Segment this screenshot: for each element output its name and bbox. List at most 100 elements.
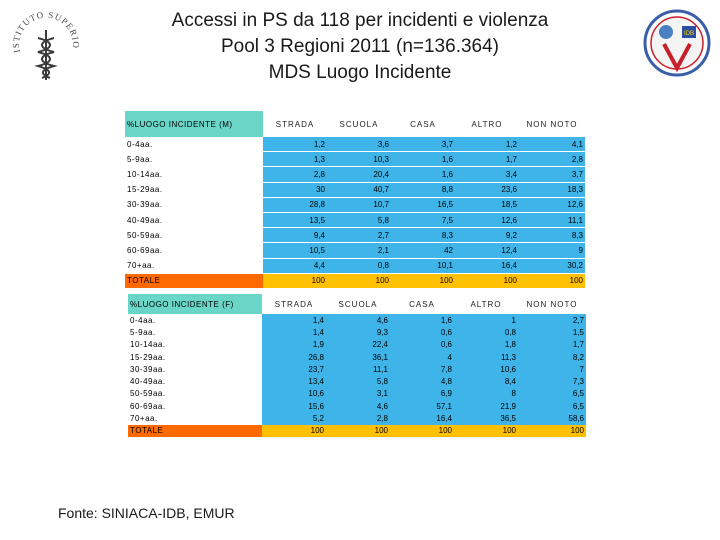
col-header: CASA (390, 294, 454, 314)
table-cell: 2,7 (327, 227, 391, 244)
table-row: 0-4aa. 1,4 4,6 1,6 1 2,7 (128, 314, 586, 327)
table-cell: 100 (262, 424, 326, 437)
row-label: 50-59aa. (128, 387, 262, 401)
table-cell: 5,2 (262, 412, 326, 425)
row-label: 5-9aa. (128, 326, 262, 339)
table-female-header-row: %LUOGO INCIDENTE (F) STRADA SCUOLA CASA … (128, 294, 586, 314)
iss-logo: ISTITUTO SUPERIORE DI SANITÀ (6, 8, 80, 80)
table-cell: 1,8 (454, 338, 518, 351)
table-cell: 0,6 (390, 338, 454, 351)
row-label: 70+aa. (128, 412, 262, 425)
table-row: 15-29aa. 30 40,7 8,8 23,6 18,3 (125, 182, 585, 198)
table-cell: 1,9 (262, 338, 326, 351)
row-label: 15-29aa. (128, 350, 262, 364)
table-cell: 100 (390, 424, 454, 437)
title-line-1: Accessi in PS da 118 per incidenti e vio… (171, 10, 549, 31)
table-cell: 3,7 (519, 166, 585, 183)
col-header: STRADA (262, 294, 326, 314)
row-label: 60-69aa. (128, 400, 262, 413)
col-header: SCUOLA (326, 294, 390, 314)
title-line-2: Pool 3 Regioni 2011 (n=136.364) (221, 36, 499, 57)
row-label: 50-59aa. (125, 227, 263, 244)
table-cell: 9 (519, 242, 585, 259)
table-row: 0-4aa. 1,2 3,6 3,7 1,2 4,1 (125, 137, 585, 153)
table-cell: 12,4 (455, 242, 519, 259)
table-male-header-row: %LUOGO INCIDENTE (M) STRADA SCUOLA CASA … (125, 111, 585, 137)
idb-logo: IDB (643, 9, 711, 77)
table-cell: 15,6 (262, 400, 326, 413)
table-cell: 10,7 (327, 197, 391, 213)
table-cell: 0,8 (327, 258, 391, 274)
table-cell: 13,4 (262, 375, 326, 388)
table-row: 60-69aa. 10,5 2,1 42 12,4 9 (125, 242, 585, 259)
row-label: 30-39aa. (128, 363, 262, 376)
row-label: 15-29aa. (125, 182, 263, 198)
table-row: 30-39aa. 28,8 10,7 16,5 18,5 12,6 (125, 197, 585, 213)
table-row: 30-39aa. 23,7 11,1 7,8 10,6 7 (128, 363, 586, 376)
row-label: TOTALE (128, 424, 262, 437)
table-cell: 7,8 (390, 363, 454, 376)
table-cell: 4,6 (326, 314, 390, 327)
col-header: ALTRO (454, 294, 518, 314)
table-cell: 2,7 (518, 314, 586, 327)
table-cell: 3,1 (326, 387, 390, 401)
table-cell: 100 (519, 273, 585, 289)
table-cell: 21,9 (454, 400, 518, 413)
table-cell: 8,3 (519, 227, 585, 244)
table-cell: 1,7 (455, 151, 519, 168)
table-cell: 0,6 (390, 326, 454, 339)
table-row: 5-9aa. 1,4 9,3 0,6 0,8 1,5 (128, 326, 586, 339)
idb-logo-text: IDB (684, 31, 694, 37)
table-row: 60-69aa. 15,6 4,6 57,1 21,9 6,5 (128, 400, 586, 413)
table-cell: 23,7 (262, 363, 326, 376)
table-cell: 40,7 (327, 182, 391, 198)
table-cell: 100 (454, 424, 518, 437)
table-cell: 26,8 (262, 350, 326, 364)
table-row: 5-9aa. 1,3 10,3 1,6 1,7 2,8 (125, 151, 585, 168)
table-cell: 13,5 (263, 212, 327, 229)
table-cell: 16,4 (455, 258, 519, 274)
table-cell: 18,3 (519, 182, 585, 198)
row-label: 0-4aa. (128, 314, 262, 327)
table-cell: 3,7 (391, 137, 455, 153)
table-cell: 6,9 (390, 387, 454, 401)
table-cell: 1,5 (518, 326, 586, 339)
table-cell: 22,4 (326, 338, 390, 351)
table-cell: 100 (327, 273, 391, 289)
table-row: 70+aa. 4,4 0,8 10,1 16,4 30,2 (125, 258, 585, 274)
table-male: %LUOGO INCIDENTE (M) STRADA SCUOLA CASA … (125, 111, 585, 289)
table-row: 50-59aa. 10,6 3,1 6,9 8 6,5 (128, 387, 586, 401)
table-cell: 0,8 (454, 326, 518, 339)
table-cell: 4,8 (390, 375, 454, 388)
row-label: 40-49aa. (128, 375, 262, 388)
table-female: %LUOGO INCIDENTE (F) STRADA SCUOLA CASA … (128, 294, 586, 437)
table-cell: 9,4 (263, 227, 327, 244)
table-cell: 1,4 (262, 326, 326, 339)
table-cell: 100 (518, 424, 586, 437)
table-cell: 100 (455, 273, 519, 289)
table-cell: 36,1 (326, 350, 390, 364)
table-cell: 4,6 (326, 400, 390, 413)
col-header: SCUOLA (327, 111, 391, 137)
row-label: 30-39aa. (125, 197, 263, 213)
row-label: 70+aa. (125, 258, 263, 274)
table-cell: 57,1 (390, 400, 454, 413)
table-female-title: %LUOGO INCIDENTE (F) (128, 294, 262, 314)
table-cell: 1,6 (391, 166, 455, 183)
col-header: STRADA (263, 111, 327, 137)
table-cell: 2,8 (326, 412, 390, 425)
table-cell: 4,4 (263, 258, 327, 274)
source-note: Fonte: SINIACA-IDB, EMUR (58, 505, 235, 521)
table-row: 15-29aa. 26,8 36,1 4 11,3 8,2 (128, 350, 586, 364)
table-cell: 5,8 (327, 212, 391, 229)
table-cell: 5,8 (326, 375, 390, 388)
table-cell: 23,6 (455, 182, 519, 198)
table-cell: 6,5 (518, 387, 586, 401)
table-male-title: %LUOGO INCIDENTE (M) (125, 111, 263, 137)
table-cell: 4,1 (519, 137, 585, 153)
table-cell: 12,6 (519, 197, 585, 213)
table-cell: 30,2 (519, 258, 585, 274)
table-cell: 1,4 (262, 314, 326, 327)
table-cell: 7,5 (391, 212, 455, 229)
col-header: ALTRO (455, 111, 519, 137)
